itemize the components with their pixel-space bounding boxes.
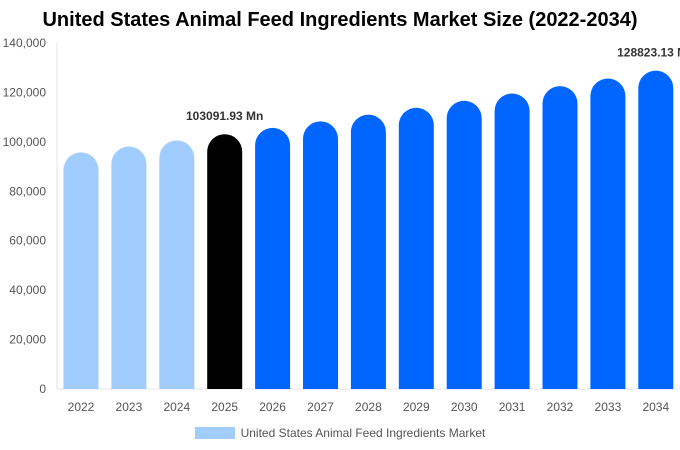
x-tick-label: 2025 [211, 400, 238, 414]
bar-2034 [638, 70, 674, 389]
data-label-2034: 128823.13 Mn [617, 46, 680, 60]
bar-2030 [446, 100, 482, 390]
bar-2023 [111, 146, 147, 389]
y-tick-label: 40,000 [9, 283, 46, 297]
bar-2026 [255, 127, 291, 389]
bar-2032 [542, 86, 578, 389]
data-label-2025: 103091.93 Mn [186, 109, 263, 123]
bar-2025 [207, 134, 243, 389]
x-tick-label: 2028 [355, 400, 382, 414]
y-tick-label: 60,000 [9, 234, 46, 248]
x-tick-label: 2022 [68, 400, 95, 414]
y-tick-label: 0 [39, 382, 46, 396]
legend-label: United States Animal Feed Ingredients Ma… [240, 426, 486, 440]
bar-2027 [303, 121, 338, 389]
legend: United States Animal Feed Ingredients Ma… [0, 426, 680, 440]
x-tick-label: 2030 [451, 400, 478, 414]
x-tick-label: 2034 [642, 400, 669, 414]
bar-2028 [350, 114, 386, 389]
x-tick-label: 2024 [163, 400, 190, 414]
x-tick-label: 2032 [547, 400, 574, 414]
bar-2022 [63, 152, 99, 389]
x-tick-label: 2023 [116, 400, 143, 414]
x-tick-label: 2033 [595, 400, 622, 414]
bar-2031 [494, 93, 530, 390]
x-tick-label: 2031 [499, 400, 526, 414]
bar-2029 [398, 107, 434, 389]
y-tick-label: 140,000 [3, 36, 47, 50]
x-tick-label: 2027 [307, 400, 334, 414]
x-tick-label: 2026 [259, 400, 286, 414]
legend-swatch [194, 427, 235, 439]
x-tick-label: 2029 [403, 400, 430, 414]
chart-title: United States Animal Feed Ingredients Ma… [42, 9, 638, 31]
y-tick-label: 120,000 [3, 85, 47, 99]
y-tick-label: 80,000 [9, 184, 46, 198]
y-tick-label: 20,000 [9, 333, 46, 347]
bar-2033 [590, 78, 626, 389]
y-tick-label: 100,000 [3, 135, 47, 149]
bar-2024 [159, 140, 195, 389]
